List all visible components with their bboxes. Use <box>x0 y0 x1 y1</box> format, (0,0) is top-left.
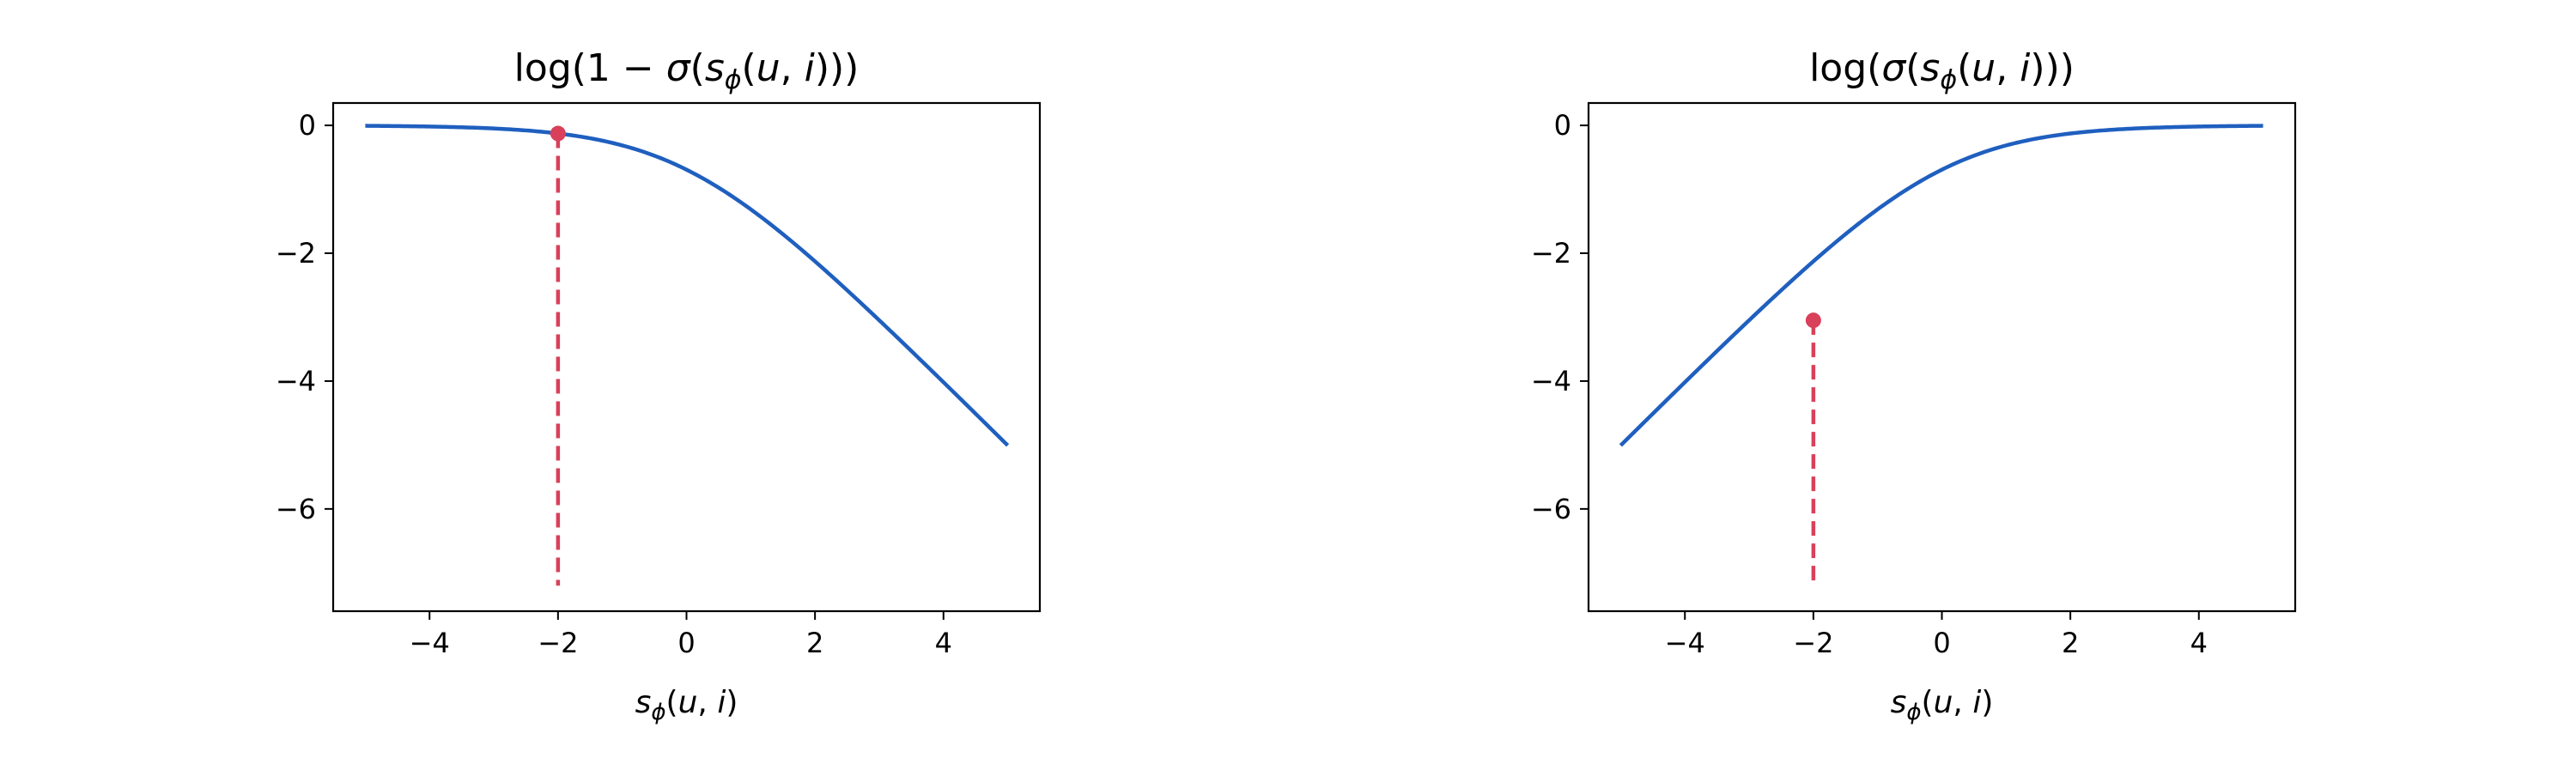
left-x-tick-label: 2 <box>806 627 823 659</box>
right-x-tick-label: −4 <box>1665 627 1705 659</box>
right-x-tick-label: 4 <box>2190 627 2208 659</box>
left-x-tick-label: 4 <box>935 627 952 659</box>
left-y-tick-label: −2 <box>276 237 316 270</box>
right-marker-point <box>1805 312 1821 329</box>
right-y-tick-label: 0 <box>1554 109 1571 142</box>
right-chart-title: log(σ(sϕ(u, i))) <box>1809 46 2075 95</box>
right-x-axis-title: sϕ(u, i) <box>1891 685 1994 725</box>
right-x-tick-label: 2 <box>2062 627 2079 659</box>
right-chart-panel: −4 −2 0 2 4 0 −2 −4 −6 log(σ(sϕ(u, i))) sϕ(u, i) <box>1531 46 2297 725</box>
left-y-tick-label: 0 <box>299 109 316 142</box>
right-y-tick-label: −4 <box>1531 365 1571 397</box>
left-y-tick-label: −6 <box>276 493 316 525</box>
right-x-tick-label: 0 <box>1933 627 1950 659</box>
right-y-tick-label: −2 <box>1531 237 1571 270</box>
left-plot-frame <box>331 101 1042 613</box>
right-y-tick-label: −6 <box>1531 493 1571 525</box>
left-chart-panel: −4 −2 0 2 4 0 −2 −4 −6 log(1 − σ(sϕ(u, i))) sϕ(u, … <box>276 46 1042 725</box>
right-series-line <box>1619 124 2263 447</box>
left-x-tick-label: −4 <box>410 627 450 659</box>
left-x-axis-title: sϕ(u, i) <box>635 685 738 725</box>
right-x-tick-label: −2 <box>1793 627 1833 659</box>
left-chart-title: log(1 − σ(sϕ(u, i))) <box>514 46 860 95</box>
left-y-tick-label: −4 <box>276 365 316 397</box>
left-series-line <box>365 124 1010 447</box>
left-marker-point <box>550 125 566 142</box>
left-x-tick-label: −2 <box>538 627 578 659</box>
right-plot-frame <box>1587 101 2297 613</box>
left-x-tick-label: 0 <box>677 627 695 659</box>
